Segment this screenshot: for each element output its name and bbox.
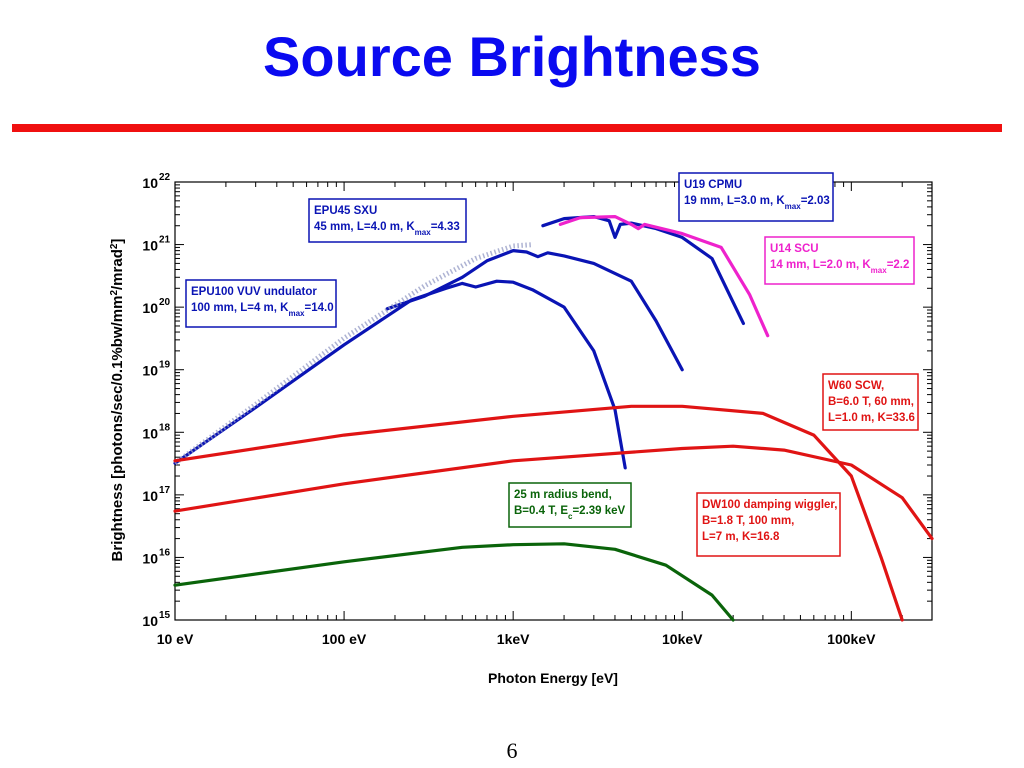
- y-tick-exponent: 18: [159, 422, 171, 433]
- annotation-text-u19: 19 mm, L=3.0 m, Kmax=2.03: [684, 195, 830, 211]
- series-epu_envelope: [173, 242, 533, 466]
- plot-frame: [174, 181, 933, 621]
- annotation-text-u14: U14 SCU: [770, 243, 819, 255]
- annotation-box-epu45: [308, 198, 467, 243]
- x-tick-label: 10 eV: [157, 631, 194, 647]
- y-tick-exponent: 22: [159, 172, 171, 183]
- annotation-text-dw100: L=7 m, K=16.8: [702, 531, 780, 543]
- annotation-text-bend: 25 m radius bend,: [514, 489, 612, 501]
- series-bend: [173, 542, 735, 622]
- annotation-box-bend: [508, 482, 632, 528]
- y-axis-label-part: 2: [109, 243, 120, 249]
- annotation-boxes: EPU100 VUV undulator 100 mm, L=4 m, Kmax=…: [185, 172, 919, 557]
- x-axis-label: Photon Energy [eV]: [488, 670, 618, 686]
- annotation-text-u14: 14 mm, L=2.0 m, Kmax=2.2: [770, 259, 909, 275]
- series-epu45: [385, 249, 684, 372]
- y-tick-label: 10: [142, 175, 158, 191]
- x-tick-label: 100 eV: [322, 631, 367, 647]
- series-w60: [173, 404, 904, 622]
- title-rule: [12, 124, 1002, 132]
- annotation-text-epu100: 100 mm, L=4 m, Kmax=14.0: [191, 302, 334, 318]
- y-tick-exponent: 19: [159, 360, 171, 371]
- x-tick-label: 1keV: [497, 631, 530, 647]
- annotation-text-epu45: EPU45 SXU: [314, 205, 377, 217]
- annotation-text-epu45: 45 mm, L=4.0 m, Kmax=4.33: [314, 221, 460, 237]
- annotation-text-dw100: B=1.8 T, 100 mm,: [702, 515, 794, 527]
- y-axis-label-part: /mrad: [109, 249, 126, 290]
- slide-title: Source Brightness: [263, 25, 761, 88]
- plot-area: [174, 181, 933, 621]
- y-tick-label: 10: [142, 238, 158, 254]
- series-group: [173, 215, 934, 622]
- y-axis-label: Brightness [photons/sec/0.1%bw/mm2/mrad2…: [109, 239, 127, 562]
- annotation-text-w60: W60 SCW,: [828, 380, 884, 392]
- y-tick-exponent: 20: [159, 297, 171, 308]
- series-u19: [541, 215, 745, 325]
- x-tick-label: 10keV: [662, 631, 703, 647]
- y-axis-label-part: Brightness [photons/sec/0.1%bw/mm: [109, 296, 126, 562]
- y-tick-label: 10: [142, 363, 158, 379]
- y-tick-label: 10: [142, 550, 158, 566]
- annotation-text-u19: U19 CPMU: [684, 179, 742, 191]
- y-tick-label: 10: [142, 300, 158, 316]
- annotation-box-w60: [822, 373, 919, 431]
- y-axis-label-part: ]: [109, 239, 126, 244]
- page-number: 6: [506, 738, 518, 763]
- y-tick-label: 10: [142, 613, 158, 629]
- y-tick-exponent: 15: [159, 610, 171, 621]
- annotation-box-u19: [678, 172, 834, 222]
- annotation-text-w60: L=1.0 m, K=33.6: [828, 412, 915, 424]
- y-axis-label-part: 2: [109, 290, 120, 296]
- y-tick-label: 10: [142, 488, 158, 504]
- annotation-box-u14: [764, 236, 915, 285]
- annotation-text-dw100: DW100 damping wiggler,: [702, 499, 837, 511]
- y-tick-exponent: 21: [159, 235, 171, 246]
- annotation-text-epu100: EPU100 VUV undulator: [191, 286, 317, 298]
- y-tick-exponent: 17: [159, 485, 171, 496]
- series-epu100: [173, 279, 627, 470]
- y-tick-exponent: 16: [159, 547, 171, 558]
- annotation-box-dw100: [696, 492, 841, 557]
- series-u14: [558, 215, 770, 338]
- x-tick-label: 100keV: [827, 631, 876, 647]
- y-tick-label: 10: [142, 425, 158, 441]
- series-dw100: [173, 444, 934, 541]
- annotation-box-epu100: [185, 279, 337, 328]
- annotation-text-w60: B=6.0 T, 60 mm,: [828, 396, 914, 408]
- annotation-text-bend: B=0.4 T, Ec=2.39 keV: [514, 505, 626, 521]
